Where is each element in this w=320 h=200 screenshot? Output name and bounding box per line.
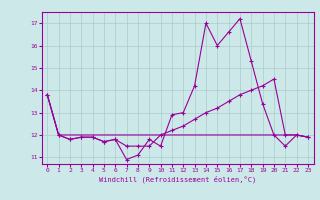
X-axis label: Windchill (Refroidissement éolien,°C): Windchill (Refroidissement éolien,°C)	[99, 176, 256, 183]
